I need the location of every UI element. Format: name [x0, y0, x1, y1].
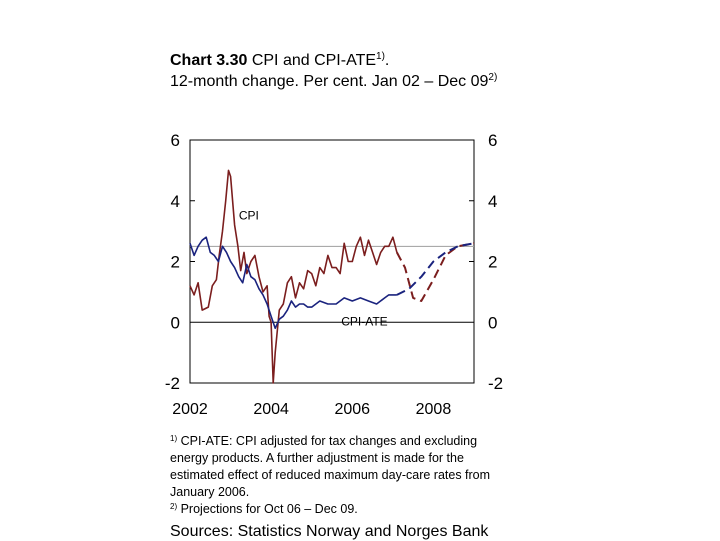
- footnote-ref-1: 1): [376, 51, 385, 62]
- series-annotation: CPI: [239, 208, 259, 222]
- y-tick-label-left: -2: [165, 374, 180, 393]
- plot-area-frame: [189, 139, 475, 384]
- chart-title-text: CPI and CPI-ATE: [247, 52, 377, 69]
- y-tick-label-right: 6: [488, 131, 497, 150]
- footnote-1: CPI-ATE: CPI adjusted for tax changes an…: [170, 434, 491, 499]
- footnote-marker-1: 1): [170, 434, 178, 443]
- title-period: .: [384, 52, 390, 69]
- footnote-2: Projections for Oct 06 – Dec 09.: [177, 502, 358, 516]
- chart-title: Chart 3.30 CPI and CPI-ATE1). 12-month c…: [170, 50, 530, 92]
- x-tick-label: 2006: [334, 401, 370, 418]
- sources-line: Sources: Statistics Norway and Norges Ba…: [170, 523, 489, 540]
- footnote-ref-2: 2): [488, 72, 498, 83]
- footnotes: 1) CPI-ATE: CPI adjusted for tax changes…: [170, 433, 500, 518]
- y-tick-label-right: 0: [488, 313, 497, 332]
- x-tick-label: 2002: [172, 401, 208, 418]
- cpi-ate-line: [189, 236, 397, 330]
- cpi-line: [189, 169, 398, 384]
- cpi-ate-projection-line: [396, 242, 475, 296]
- y-tick-label-right: 4: [488, 192, 497, 211]
- chart-number: Chart 3.30: [170, 52, 248, 69]
- x-tick-label: 2008: [416, 401, 452, 418]
- y-tick-label-left: 0: [171, 313, 180, 332]
- chart-subtitle: 12-month change. Per cent. Jan 02 – Dec …: [170, 73, 489, 90]
- cpi-projection-line: [396, 242, 475, 302]
- y-tick-label-left: 4: [171, 192, 180, 211]
- footnote-marker-2: 2): [170, 502, 178, 511]
- y-tick-label-right: -2: [488, 374, 503, 393]
- x-tick-label: 2004: [253, 401, 289, 418]
- series-annotation: CPI-ATE: [341, 315, 387, 329]
- y-tick-label-left: 6: [171, 131, 180, 150]
- y-tick-label-left: 2: [171, 253, 180, 272]
- y-tick-label-right: 2: [488, 253, 497, 272]
